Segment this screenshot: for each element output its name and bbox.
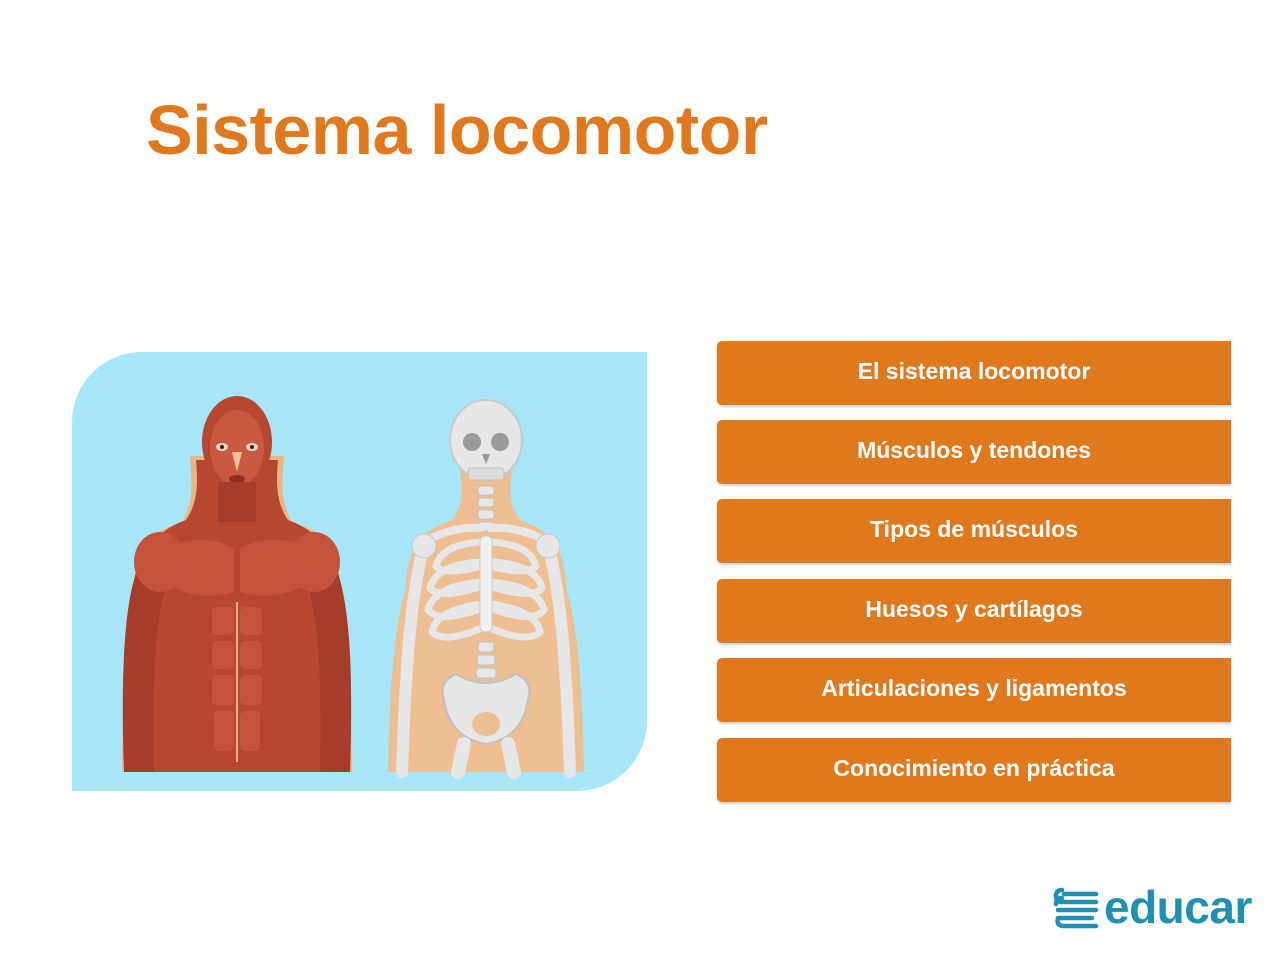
menu-button-articulaciones-y-ligamentos[interactable]: Articulaciones y ligamentos [717, 658, 1231, 722]
menu-button-conocimiento-en-practica[interactable]: Conocimiento en práctica [717, 738, 1231, 802]
skeleton-figure [388, 399, 584, 779]
menu-button-musculos-y-tendones[interactable]: Músculos y tendones [717, 420, 1231, 484]
menu-button-huesos-y-cartilagos[interactable]: Huesos y cartílagos [717, 579, 1231, 643]
anatomy-svg [122, 396, 584, 779]
locomotor-illustration [72, 352, 647, 791]
page-title: Sistema locomotor [146, 91, 768, 169]
educar-logo-text: educar [1104, 881, 1252, 933]
muscular-figure [122, 396, 352, 772]
educar-logo: educar [1052, 878, 1252, 936]
menu-button-tipos-de-musculos[interactable]: Tipos de músculos [717, 499, 1231, 563]
menu-button-el-sistema-locomotor[interactable]: El sistema locomotor [717, 341, 1231, 405]
educar-logo-icon [1053, 887, 1099, 929]
